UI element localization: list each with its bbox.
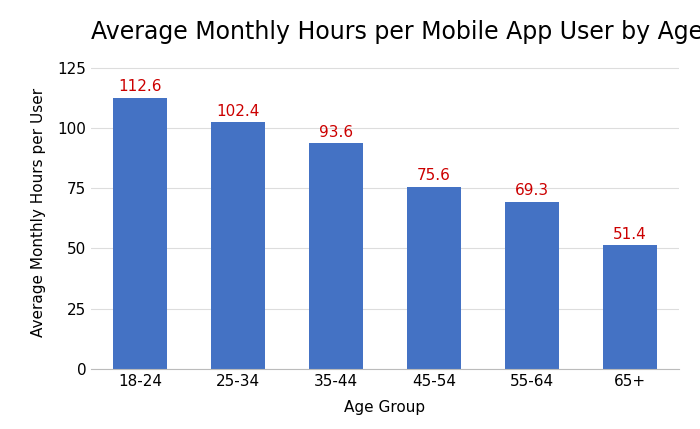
Text: 102.4: 102.4	[216, 104, 260, 119]
Text: 51.4: 51.4	[613, 227, 647, 242]
Y-axis label: Average Monthly Hours per User: Average Monthly Hours per User	[32, 88, 46, 337]
X-axis label: Age Group: Age Group	[344, 400, 426, 415]
Text: 75.6: 75.6	[417, 168, 451, 183]
Text: 93.6: 93.6	[319, 125, 353, 140]
Bar	[309, 143, 363, 369]
Bar	[113, 98, 167, 369]
Bar	[407, 187, 461, 369]
Bar	[603, 245, 657, 369]
Bar	[211, 122, 265, 369]
Text: 112.6: 112.6	[118, 79, 162, 94]
Bar	[505, 202, 559, 369]
Text: 69.3: 69.3	[515, 183, 549, 198]
Text: Average Monthly Hours per Mobile App User by Age: Average Monthly Hours per Mobile App Use…	[91, 20, 700, 44]
